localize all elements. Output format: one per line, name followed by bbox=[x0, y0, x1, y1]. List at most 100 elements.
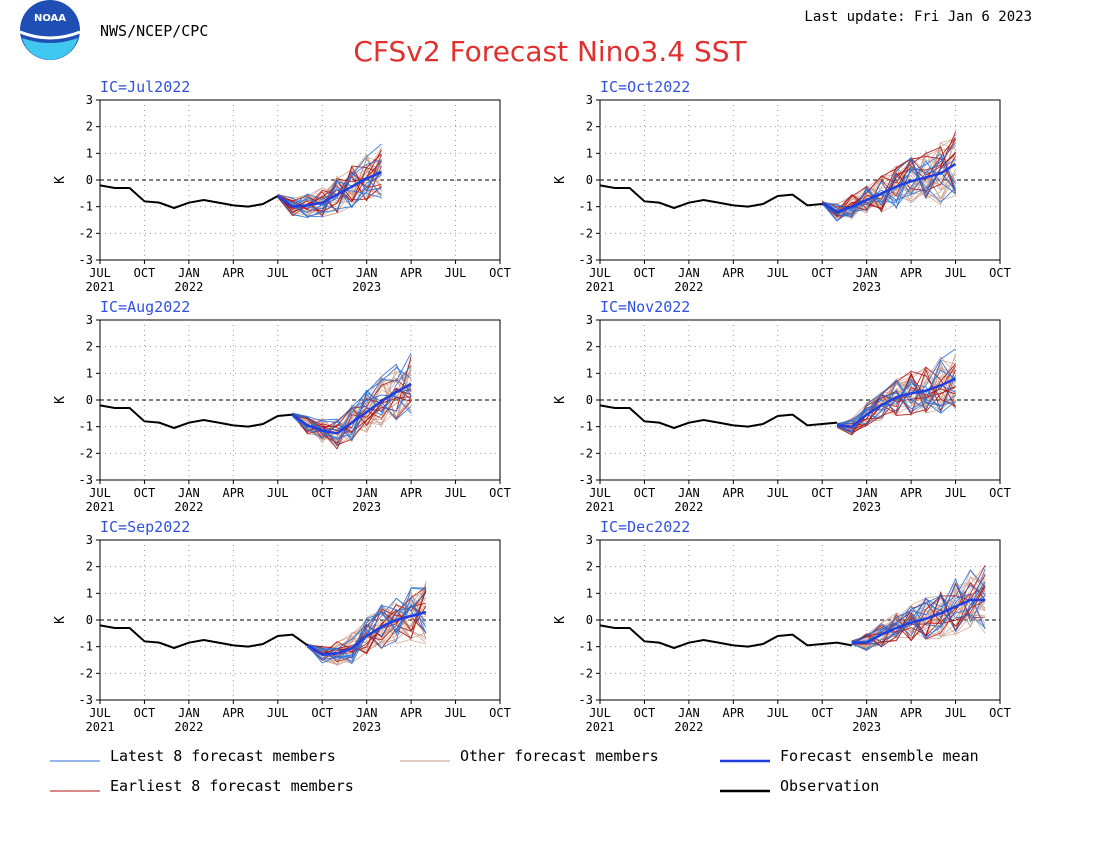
panel-title: IC=Sep2022 bbox=[100, 518, 190, 536]
latest-member-1 bbox=[292, 363, 412, 441]
x-tick-label: APR bbox=[900, 266, 922, 280]
x-tick-label: APR bbox=[722, 706, 744, 720]
ensemble-mean-line bbox=[291, 382, 412, 435]
x-tick-label: JAN bbox=[856, 266, 878, 280]
x-tick-label: JAN bbox=[678, 486, 700, 500]
y-tick-label: -2 bbox=[79, 226, 93, 240]
x-tick-label: OCT bbox=[811, 486, 833, 500]
x-tick-label: JUL bbox=[445, 706, 467, 720]
observation-line bbox=[599, 184, 823, 210]
y-axis-label: K bbox=[553, 396, 568, 404]
latest-member-0 bbox=[836, 369, 956, 427]
x-tick-label: JAN bbox=[178, 266, 200, 280]
x-tick-label: APR bbox=[400, 266, 422, 280]
y-tick-label: 1 bbox=[86, 146, 93, 160]
y-tick-label: -2 bbox=[79, 666, 93, 680]
x-tick-label: OCT bbox=[311, 486, 333, 500]
x-tick-label: APR bbox=[222, 266, 244, 280]
x-tick-label: OCT bbox=[489, 266, 511, 280]
y-tick-label: 1 bbox=[86, 366, 93, 380]
y-tick-label: -1 bbox=[579, 200, 593, 214]
x-tick-label: JUL bbox=[267, 706, 289, 720]
ensemble-mean-line bbox=[851, 598, 986, 644]
x-tick-label: OCT bbox=[134, 266, 156, 280]
x-tick-label: JUL bbox=[945, 486, 967, 500]
x-tick-label: JUL bbox=[89, 266, 111, 280]
panel-ic-jul2022: IC=Jul2022 -3 -2 -1 0 1 2 3 K JUL OCT JAN APR JUL OCT J… bbox=[53, 78, 511, 294]
x-year-label: 2023 bbox=[352, 500, 381, 514]
panel-ic-nov2022: IC=Nov2022 -3 -2 -1 0 1 2 3 K JUL OCT JAN APR JUL OCT J… bbox=[553, 298, 1011, 514]
latest-member-0 bbox=[851, 569, 986, 651]
legend-label-obs: Observation bbox=[780, 777, 879, 795]
y-tick-label: -1 bbox=[79, 420, 93, 434]
latest-member-7 bbox=[851, 583, 986, 647]
x-tick-label: OCT bbox=[811, 266, 833, 280]
y-axis-label: K bbox=[53, 396, 68, 404]
latest-member-3 bbox=[851, 577, 986, 643]
legend-label-mean: Forecast ensemble mean bbox=[780, 747, 979, 765]
noaa-logo-text: NOAA bbox=[34, 13, 66, 24]
x-year-label: 2022 bbox=[174, 500, 203, 514]
y-tick-label: -3 bbox=[579, 253, 593, 267]
y-tick-label: 1 bbox=[86, 586, 93, 600]
last-update: Last update: Fri Jan 6 2023 bbox=[804, 9, 1032, 25]
y-tick-label: 3 bbox=[586, 313, 593, 327]
x-tick-label: OCT bbox=[811, 706, 833, 720]
y-tick-label: 0 bbox=[586, 393, 593, 407]
x-tick-label: OCT bbox=[134, 706, 156, 720]
y-tick-label: 2 bbox=[86, 340, 93, 354]
y-tick-label: 1 bbox=[586, 586, 593, 600]
y-tick-label: 2 bbox=[86, 560, 93, 574]
y-tick-label: 0 bbox=[86, 393, 93, 407]
x-year-label: 2022 bbox=[674, 280, 703, 294]
x-tick-label: JUL bbox=[589, 486, 611, 500]
x-tick-label: JAN bbox=[678, 266, 700, 280]
x-tick-label: APR bbox=[722, 486, 744, 500]
latest-member-6 bbox=[307, 604, 427, 661]
legend-label-other: Other forecast members bbox=[460, 747, 659, 765]
ensemble-mean-line bbox=[306, 610, 427, 656]
x-year-label: 2023 bbox=[352, 720, 381, 734]
y-tick-label: 1 bbox=[586, 146, 593, 160]
latest-member-2 bbox=[851, 593, 986, 643]
panel-ic-dec2022: IC=Dec2022 -3 -2 -1 0 1 2 3 K JUL OCT JAN APR JUL OCT J… bbox=[553, 518, 1011, 734]
x-year-label: 2021 bbox=[86, 280, 115, 294]
x-tick-label: JAN bbox=[856, 706, 878, 720]
latest-member-0 bbox=[277, 189, 382, 207]
panel-title: IC=Jul2022 bbox=[100, 78, 190, 96]
x-tick-label: JAN bbox=[356, 266, 378, 280]
x-year-label: 2021 bbox=[586, 500, 615, 514]
x-tick-label: OCT bbox=[311, 706, 333, 720]
ensemble-mean-line bbox=[836, 377, 957, 428]
y-tick-label: 1 bbox=[586, 366, 593, 380]
y-tick-label: 0 bbox=[86, 613, 93, 627]
legend-label-latest: Latest 8 forecast members bbox=[110, 747, 336, 765]
x-tick-label: JUL bbox=[445, 266, 467, 280]
observation-line bbox=[99, 184, 279, 210]
y-tick-label: -1 bbox=[579, 420, 593, 434]
panels-container: IC=Jul2022 -3 -2 -1 0 1 2 3 K JUL OCT JAN APR JUL OCT J… bbox=[53, 78, 1011, 734]
x-tick-label: JUL bbox=[445, 486, 467, 500]
y-axis-label: K bbox=[553, 616, 568, 624]
x-tick-label: APR bbox=[900, 486, 922, 500]
x-tick-label: OCT bbox=[489, 706, 511, 720]
x-tick-label: OCT bbox=[634, 486, 656, 500]
x-year-label: 2021 bbox=[586, 720, 615, 734]
earliest-member-3 bbox=[277, 153, 382, 214]
x-tick-label: JAN bbox=[856, 486, 878, 500]
x-tick-label: OCT bbox=[634, 706, 656, 720]
legend: Latest 8 forecast members Other forecast … bbox=[50, 747, 979, 795]
x-tick-label: JUL bbox=[589, 706, 611, 720]
y-tick-label: -2 bbox=[79, 446, 93, 460]
x-tick-label: JUL bbox=[589, 266, 611, 280]
panel-title: IC=Oct2022 bbox=[600, 78, 690, 96]
latest-member-2 bbox=[292, 388, 412, 439]
x-tick-label: JUL bbox=[767, 266, 789, 280]
latest-member-7 bbox=[292, 391, 412, 423]
x-year-label: 2023 bbox=[852, 720, 881, 734]
y-tick-label: -3 bbox=[79, 693, 93, 707]
x-tick-label: JAN bbox=[178, 706, 200, 720]
y-axis-label: K bbox=[553, 176, 568, 184]
earliest-member-3 bbox=[822, 156, 956, 208]
y-tick-label: 0 bbox=[586, 173, 593, 187]
